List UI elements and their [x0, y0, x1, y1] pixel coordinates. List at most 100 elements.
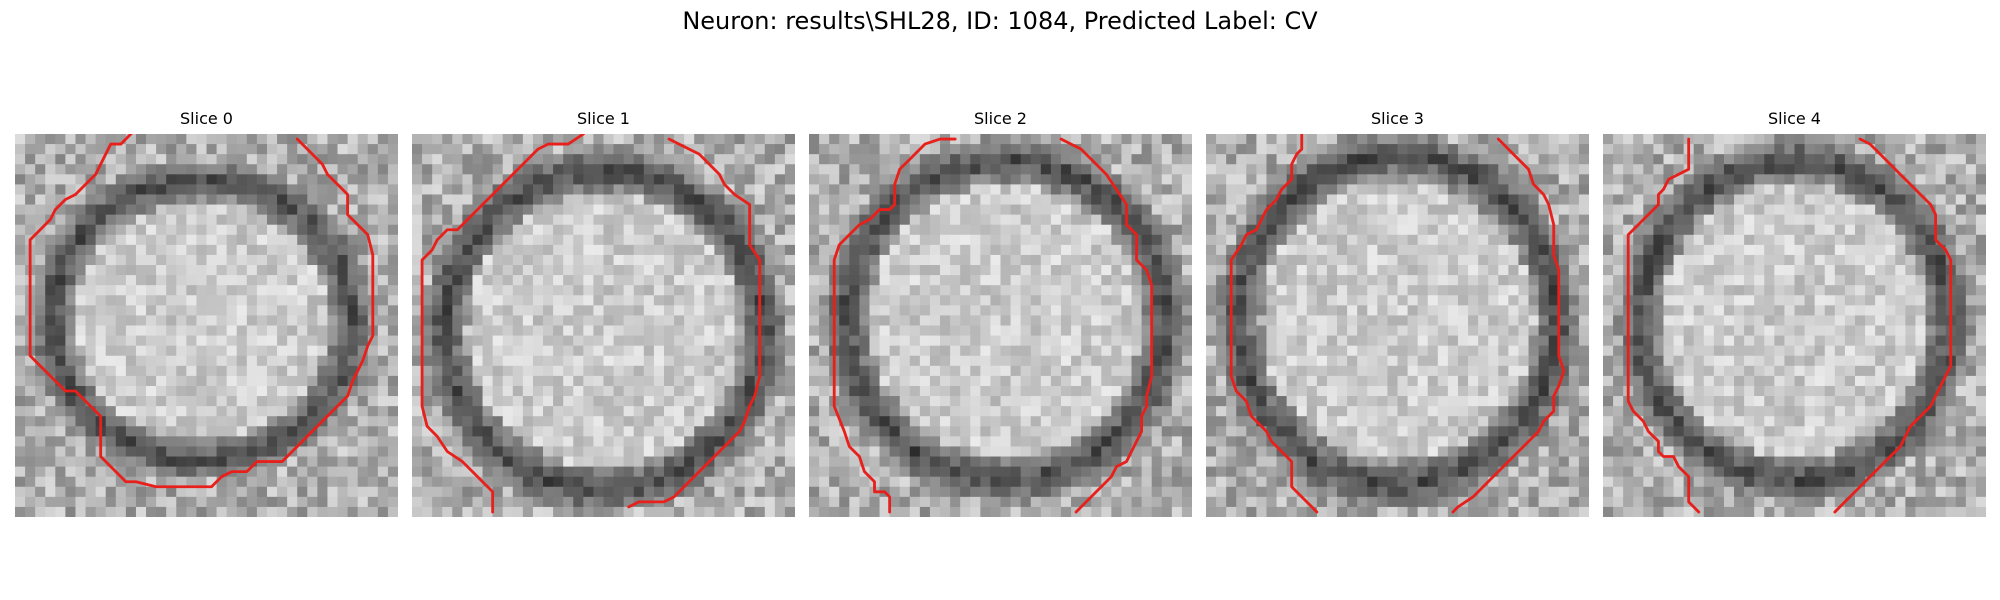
image-pixel [1141, 254, 1153, 266]
image-pixel [482, 295, 494, 306]
image-pixel [236, 204, 248, 216]
image-pixel [105, 466, 117, 478]
image-pixel [95, 365, 107, 377]
image-pixel [704, 315, 715, 327]
image-pixel [774, 214, 786, 226]
image-pixel [482, 234, 494, 246]
image-pixel [1306, 234, 1318, 246]
image-pixel [774, 396, 786, 407]
image-pixel [337, 426, 349, 437]
image-pixel [714, 456, 725, 468]
image-pixel [1478, 295, 1489, 306]
image-pixel [1216, 254, 1227, 266]
image-pixel [1111, 325, 1122, 337]
image-pixel [879, 355, 891, 367]
image-pixel [1020, 234, 1032, 246]
image-pixel [1161, 466, 1173, 478]
image-pixel [387, 416, 398, 427]
image-pixel [256, 365, 268, 377]
image-pixel [387, 154, 398, 165]
image-pixel [65, 345, 76, 357]
image-pixel [714, 466, 725, 478]
image-pixel [297, 154, 308, 165]
image-pixel [412, 315, 423, 327]
image-pixel [583, 375, 594, 387]
image-pixel [1488, 254, 1499, 266]
image-pixel [432, 154, 443, 165]
image-pixel [367, 174, 379, 185]
image-pixel [960, 244, 971, 256]
image-pixel [839, 265, 850, 276]
image-pixel [694, 406, 705, 417]
image-pixel [1181, 224, 1192, 236]
image-pixel [909, 466, 921, 478]
image-pixel [1498, 214, 1509, 226]
image-pixel [1468, 164, 1479, 175]
image-pixel [1121, 466, 1133, 478]
image-pixel [146, 204, 157, 216]
image-pixel [543, 315, 554, 327]
image-pixel [176, 234, 187, 246]
image-pixel [277, 476, 288, 488]
image-pixel [633, 244, 645, 256]
image-pixel [492, 134, 504, 145]
image-pixel [75, 355, 87, 367]
image-pixel [1437, 265, 1449, 276]
image-pixel [643, 194, 655, 206]
image-pixel [367, 224, 379, 236]
image-pixel [819, 184, 830, 195]
image-pixel [899, 416, 911, 427]
image-pixel [85, 456, 97, 468]
image-pixel [95, 174, 107, 185]
image-pixel [347, 285, 359, 296]
image-pixel [176, 265, 187, 276]
image-pixel [65, 305, 76, 316]
image-pixel [452, 144, 463, 155]
image-pixel [472, 315, 484, 327]
image-pixel [1397, 234, 1409, 246]
image-pixel [714, 406, 725, 417]
image-pixel [216, 396, 228, 407]
image-pixel [653, 426, 665, 437]
image-pixel [55, 426, 66, 437]
image-pixel [442, 406, 453, 417]
image-pixel [694, 275, 705, 286]
image-pixel [1337, 174, 1348, 185]
image-pixel [950, 144, 961, 155]
image-pixel [1121, 375, 1133, 387]
image-pixel [940, 214, 951, 226]
image-pixel [317, 295, 328, 306]
image-pixel [563, 134, 574, 145]
image-pixel [970, 265, 981, 276]
image-pixel [422, 436, 433, 447]
image-pixel [674, 234, 685, 246]
image-pixel [347, 224, 359, 236]
image-pixel [1020, 265, 1032, 276]
image-pixel [317, 426, 328, 437]
image-pixel [1488, 174, 1499, 185]
image-pixel [156, 184, 167, 195]
image-pixel [216, 446, 228, 458]
image-pixel [940, 305, 951, 316]
image-pixel [929, 244, 941, 256]
image-pixel [472, 446, 484, 458]
image-pixel [543, 214, 554, 226]
image-pixel [115, 224, 127, 236]
image-pixel [337, 476, 349, 488]
image-pixel [970, 134, 981, 145]
image-pixel [1060, 285, 1072, 296]
image-pixel [1468, 134, 1479, 145]
image-pixel [492, 325, 504, 337]
image-pixel [1528, 254, 1540, 266]
image-pixel [674, 144, 685, 155]
image-pixel [1000, 174, 1012, 185]
image-pixel [277, 305, 288, 316]
image-pixel [1417, 174, 1429, 185]
image-pixel [377, 315, 389, 327]
image-pixel [146, 134, 157, 145]
image-pixel [287, 476, 298, 488]
image-pixel [774, 184, 786, 195]
image-pixel [663, 476, 675, 488]
image-pixel [307, 305, 318, 316]
image-pixel [1316, 164, 1328, 175]
